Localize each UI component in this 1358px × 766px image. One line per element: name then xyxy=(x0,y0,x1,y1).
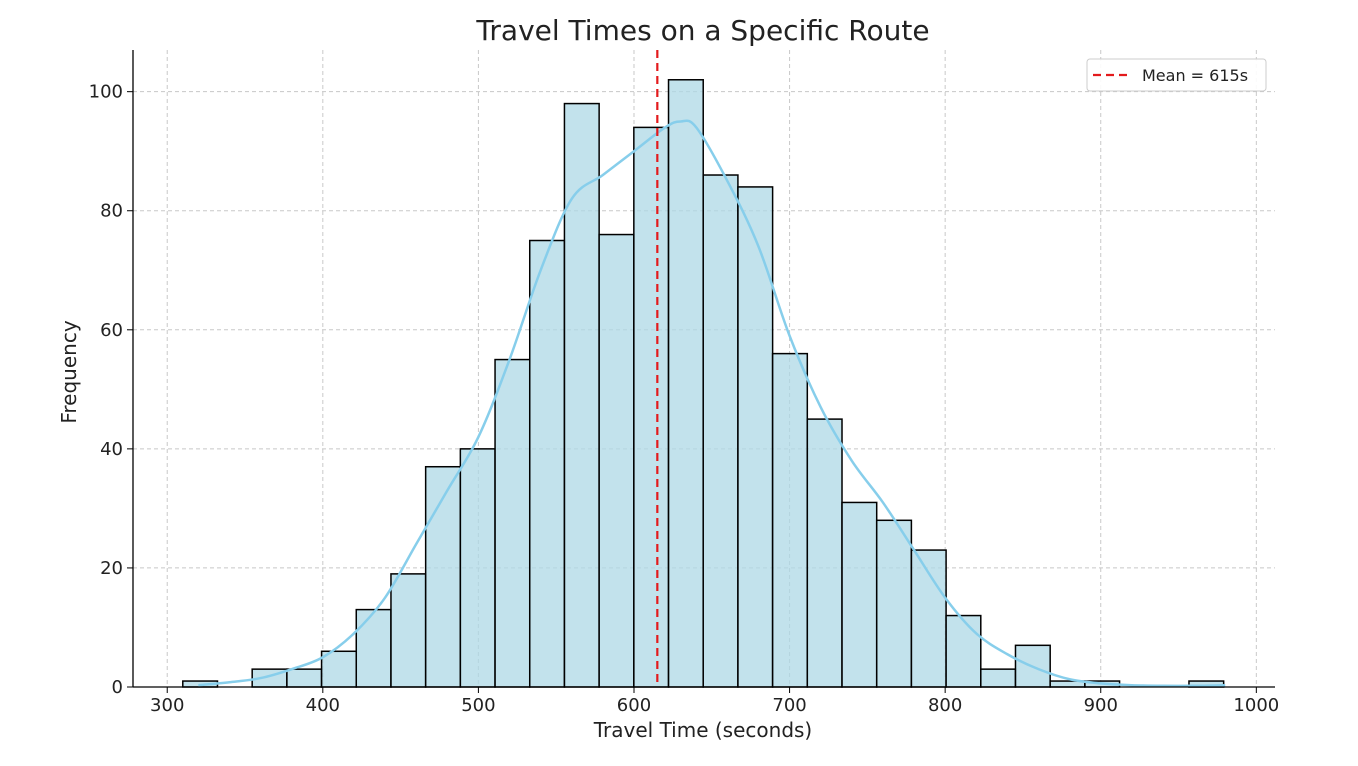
x-tick-label: 500 xyxy=(461,695,495,716)
y-tick-label: 40 xyxy=(100,439,123,460)
histogram-bar xyxy=(286,668,323,688)
histogram-bar xyxy=(945,614,982,688)
histogram-bar xyxy=(459,448,496,688)
y-tick-label: 60 xyxy=(100,320,123,341)
histogram-bar xyxy=(841,501,878,688)
x-tick-label: 400 xyxy=(306,695,340,716)
y-tick-label: 80 xyxy=(100,201,123,222)
x-tick-label: 300 xyxy=(150,695,184,716)
chart-title: Travel Times on a Specific Route xyxy=(475,14,929,47)
histogram-bar xyxy=(633,126,670,688)
legend: Mean = 615s xyxy=(1086,58,1267,92)
histogram-bar xyxy=(875,519,913,688)
x-tick-label: 800 xyxy=(928,695,962,716)
x-tick-label: 1000 xyxy=(1233,695,1279,716)
histogram-bar xyxy=(598,233,635,688)
histogram-bar xyxy=(320,650,358,688)
histogram-bar xyxy=(737,186,774,688)
x-tick-label: 700 xyxy=(772,695,806,716)
y-axis-label: Frequency xyxy=(57,320,81,423)
kde-layer xyxy=(198,119,1226,688)
histogram-bar xyxy=(771,352,809,688)
legend-box xyxy=(1086,58,1267,92)
bars-layer xyxy=(182,79,1225,688)
ticks-layer: 300 400 500 600 700 800 900 1000 0 20 40 60 80 100 xyxy=(89,82,1280,716)
histogram-bar xyxy=(910,549,947,688)
histogram-bar xyxy=(667,79,704,688)
y-tick-label: 0 xyxy=(112,677,123,698)
histogram-bar xyxy=(980,668,1017,688)
histogram-bar xyxy=(806,418,843,688)
histogram-bar xyxy=(494,358,531,688)
histogram-bar xyxy=(528,239,566,688)
y-tick-label: 20 xyxy=(100,558,123,579)
x-axis-label: Travel Time (seconds) xyxy=(593,718,812,742)
x-tick-label: 900 xyxy=(1084,695,1118,716)
y-tick-label: 100 xyxy=(89,82,123,103)
x-tick-label: 600 xyxy=(617,695,651,716)
kde-curve xyxy=(198,119,1226,688)
axes-layer xyxy=(132,50,1275,688)
histogram-bar xyxy=(390,573,427,688)
legend-mean-label: Mean = 615s xyxy=(1142,66,1248,85)
histogram-bar xyxy=(702,174,739,688)
histogram-bar xyxy=(355,608,392,688)
histogram-bar xyxy=(563,102,600,688)
